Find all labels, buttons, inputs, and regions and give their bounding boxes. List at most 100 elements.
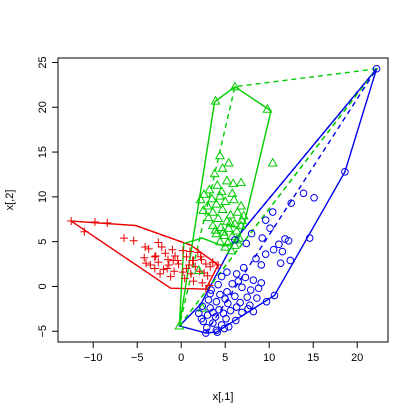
circle-point (206, 289, 215, 298)
circle-point (299, 189, 308, 198)
circle-point (310, 193, 318, 202)
circle-point (214, 280, 222, 289)
red-dashed-connector (135, 224, 192, 246)
circle-point (275, 240, 283, 249)
circle-point (202, 329, 210, 337)
circle-point (232, 270, 241, 278)
y-tick-label: 20 (37, 101, 49, 113)
plus-point (146, 260, 155, 269)
y-tick-label: −5 (37, 325, 49, 338)
circle-point (249, 276, 258, 284)
triangle-point (220, 196, 231, 205)
plus-point (201, 260, 210, 269)
circle-point (209, 319, 217, 327)
x-axis-title: x[,1] (213, 391, 234, 403)
plus-point (154, 258, 163, 267)
plus-point (150, 252, 159, 261)
triangle-point (217, 162, 228, 172)
plus-point (141, 243, 150, 252)
triangle-point (210, 224, 221, 234)
plus-point (159, 265, 168, 274)
plus-point (161, 249, 170, 258)
triangle-point (223, 223, 234, 232)
x-tick-label: −10 (84, 352, 103, 364)
plus-point (196, 252, 205, 261)
circle-point (243, 293, 251, 302)
green-dashed-connector (178, 68, 378, 327)
circle-point (258, 234, 266, 242)
triangle-point (204, 184, 215, 194)
x-tick-label: 15 (307, 352, 319, 364)
triangle-point (214, 190, 225, 200)
circle-point (270, 291, 279, 300)
circle-point (246, 286, 255, 294)
circle-point (284, 236, 293, 245)
triangle-point (228, 178, 239, 188)
triangle-point (226, 245, 237, 255)
x-axis: −10 −5 0 5 10 15 20 (84, 342, 363, 364)
triangle-point (202, 200, 213, 210)
plus-point (103, 218, 112, 227)
triangle-point (198, 205, 209, 214)
circle-point (228, 279, 237, 288)
triangle-point (229, 81, 240, 91)
circle-point (219, 309, 228, 318)
plus-point (171, 251, 180, 260)
circle-point (238, 308, 246, 317)
triangle-point (236, 214, 247, 224)
triangle-point (195, 194, 206, 204)
plus-point (156, 269, 165, 278)
plus-point (140, 253, 149, 262)
circle-point (232, 303, 241, 311)
circle-point (262, 297, 271, 306)
circle-point (223, 268, 231, 276)
plus-point (142, 259, 150, 268)
triangle-point (193, 265, 204, 274)
plus-point (90, 217, 99, 226)
x-tick-label: 10 (263, 352, 275, 364)
circle-point (341, 167, 349, 176)
y-axis: −5 0 5 10 15 20 25 (37, 56, 58, 338)
circle-point (261, 216, 270, 224)
y-axis-title: x[,2] (4, 190, 16, 211)
circle-point (278, 247, 287, 256)
plus-point (214, 260, 223, 269)
plus-point (170, 267, 179, 276)
circle-point (241, 273, 250, 282)
plus-point (178, 268, 187, 277)
triangle-point (227, 231, 238, 240)
x-tick-label: −5 (131, 352, 144, 364)
circle-point (257, 261, 266, 269)
triangle-point (232, 206, 243, 216)
circle-point (266, 224, 274, 233)
circle-point (281, 235, 289, 243)
y-tick-label: 10 (37, 191, 49, 203)
circle-point (305, 234, 314, 242)
circle-point (231, 292, 239, 301)
plus-point (163, 264, 172, 273)
plus-point (193, 248, 202, 257)
circle-point (286, 256, 295, 265)
plus-point (182, 252, 191, 261)
triangle-point (214, 236, 225, 246)
triangle-point (209, 168, 220, 178)
circle-point (287, 199, 296, 207)
plus-point (150, 264, 159, 273)
x-tick-label: 5 (222, 352, 228, 364)
x-tick-label: 0 (178, 352, 184, 364)
circle-point (242, 239, 251, 248)
plus-point (120, 234, 128, 243)
plus-point (129, 236, 138, 245)
plot-frame (57, 57, 389, 343)
plus-point (168, 245, 177, 254)
plus-point (157, 243, 166, 252)
circle-point (276, 259, 285, 267)
triangle-point (212, 180, 223, 189)
triangle-point (213, 213, 224, 223)
plus-point (144, 244, 153, 253)
circle-point (207, 286, 215, 294)
plus-point (198, 278, 207, 287)
plus-point (185, 260, 194, 269)
